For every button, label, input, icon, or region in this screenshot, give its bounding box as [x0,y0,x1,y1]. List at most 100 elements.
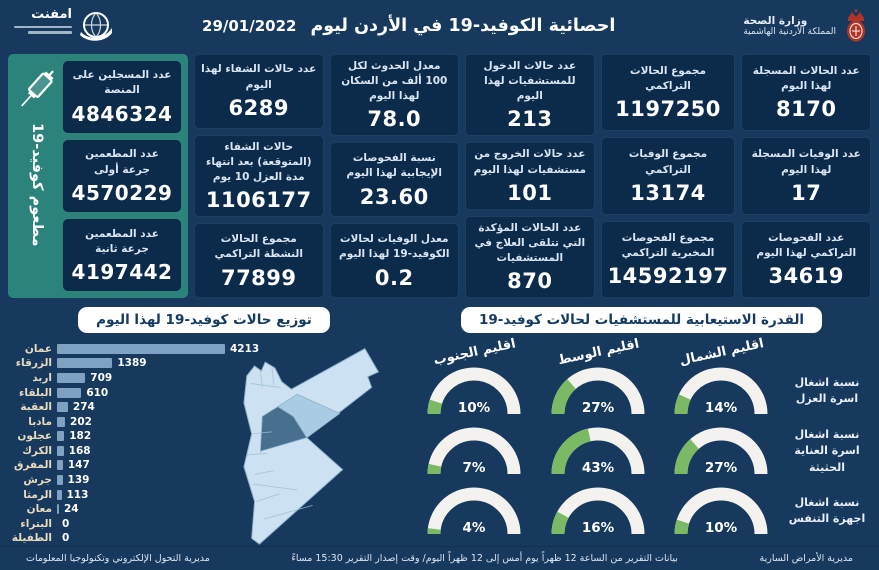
vaccination-card-label: عدد المسجلين على المنصة [72,69,172,97]
vaccination-card-value: 4570229 [71,180,173,205]
stat-card-label: عدد الوفيات المسجلة لهذا اليوم [751,148,861,176]
bar-row: الرمثا 113 [8,487,400,502]
stat-card-value: 1197250 [615,97,721,122]
footer: مديرية الأمراض السارية بيانات التقرير من… [0,545,879,570]
stat-card: معدل الحدوث لكل 100 ألف من السكان لهذا ا… [329,53,460,137]
stat-card-value: 6289 [228,95,289,120]
emphnet-tagline-bar [14,25,72,29]
gauge: 10% [674,487,768,536]
gauge: 7% [427,427,521,476]
bar [57,372,86,383]
bar [57,489,62,500]
bar-row: عمان 4213 [8,341,400,356]
gauge-cell: 7% [412,422,536,480]
bar-chart-title: توزيع حالات كوفيد-19 لهذا اليوم [78,307,330,334]
stat-card: نسبة الفحوصات الإيجابية لهذا اليوم 23.60 [329,142,460,218]
ministry-line1: وزارة الصحة [743,15,808,28]
report-date: 29/01/2022 [202,17,297,36]
stat-card-value: 1106177 [205,188,312,213]
bar [57,416,66,427]
bar-value: 113 [66,488,89,501]
stat-card-label: عدد حالات الخروج من مستشفيات لهذا اليوم [473,148,587,176]
bar-value: 0 [62,532,70,545]
bar-label: العقبة [20,401,52,414]
stat-column: عدد الحالات المسجلة لهذا اليوم 8170 عدد ال… [741,53,871,299]
gauge: 27% [551,367,645,416]
bar-value: 168 [68,444,91,457]
bar-label: اربد [32,371,52,384]
vaccination-card-label: عدد المطعمين جرعة ثانية [85,227,159,255]
bar [57,387,82,398]
stat-card: عدد حالات الدخول للمستشفيات لهذا اليوم 21… [465,53,595,137]
gauge-row-label: نسبة اشغال اسرة العناية الحثيثة [794,427,860,474]
stat-card-label: عدد الحالات المؤكدة التي تتلقى العلاج في… [474,221,586,265]
page-title: احصائية الكوفيد-19 في الأردن ليوم [310,16,616,37]
vaccination-card-value: 4846324 [71,101,173,126]
bar-value: 182 [69,430,92,443]
vaccination-card-value: 4197442 [71,260,173,285]
jordan-map [243,348,380,546]
royal-crest-icon [846,9,865,42]
ministry-text: وزارة الصحة المملكة الأردنية الهاشمية [743,15,836,37]
bar-value: 4213 [230,342,260,355]
bar [57,445,64,456]
stat-card: عدد الوفيات المسجلة لهذا اليوم 17 [741,137,871,215]
gauge: 27% [674,427,768,476]
bar [57,504,59,515]
bar-label: عجلون [17,430,52,443]
bar-label: البتراء [20,517,52,530]
gauge: 43% [551,427,645,476]
bar-label: الرمثا [23,488,52,501]
bottom-section: توزيع حالات كوفيد-19 لهذا اليوم عمان 4213… [0,303,879,546]
bar-row: البتراء 0 [8,517,400,532]
stat-card-value: 213 [507,107,553,132]
bar-value: 709 [90,371,113,384]
stats-section: عدد الحالات المسجلة لهذا اليوم 8170 عدد ال… [0,51,879,304]
stat-card: مجموع الوفيات التراكمي 13174 [600,137,736,215]
bar-row: العقبة 274 [8,400,400,415]
bar-value: 0 [62,517,70,530]
bar-row: الزرقاء 1389 [8,356,400,371]
svg-text:7%: 7% [462,460,485,476]
svg-text:4%: 4% [462,520,485,536]
bar-label: جرش [23,474,52,487]
bar-label: معان [26,503,52,516]
stat-card-value: 870 [507,269,553,294]
bar-row: مادبا 202 [8,414,400,429]
bar-label: عمان [24,342,52,355]
stat-card: عدد حالات الخروج من مستشفيات لهذا اليوم 1… [465,142,595,210]
bar-row: البلقاء 610 [8,385,400,400]
vaccination-cards: عدد المسجلين على المنصة 4846324 عدد المطعم… [63,60,181,292]
bar-row: عجلون 182 [8,429,400,444]
stat-card: عدد الحالات المسجلة لهذا اليوم 8170 [741,53,871,132]
stat-column: عدد حالات الدخول للمستشفيات لهذا اليوم 21… [465,53,595,299]
bar-value: 610 [86,386,109,399]
bar [57,460,63,471]
vaccination-vertical-label: مطعوم كوفيد-19 [29,122,45,247]
bar-value: 24 [64,503,79,516]
gauge: 10% [427,367,521,416]
stat-card: حالات الشفاء (المتوقعة) بعد انتهاء مدة ا… [193,134,324,218]
title-block: احصائية الكوفيد-19 في الأردن ليوم 29/01/… [202,16,615,36]
gauge-grid: اقليم الشمال اقليم الوسط اقليم الجنوب نسبة … [412,337,871,540]
bar-value: 1389 [117,357,147,370]
ministry-line2: المملكة الأردنية الهاشمية [743,27,836,38]
stat-card: مجموع الحالات النشطة التراكمي 77899 [193,223,324,299]
footer-left: مديرية التحول الإلكتروني وتكنولوجيا المع… [26,552,210,564]
bar-label: مادبا [28,415,52,428]
gauge-cell: 43% [536,422,660,480]
gauge-cell: 27% [659,422,783,480]
bar-label: المفرق [13,459,52,472]
stat-card-label: عدد الفحوصات التراكمي لهذا اليوم [756,231,857,260]
svg-text:27%: 27% [581,400,614,416]
stat-card-value: 101 [507,180,553,205]
bar-label: البلقاء [19,386,52,399]
svg-text:10%: 10% [705,520,738,536]
stat-card-label: حالات الشفاء (المتوقعة) بعد انتهاء مدة ا… [205,140,312,184]
bar [57,431,65,442]
stat-card-label: مجموع الوفيات التراكمي [628,148,708,176]
stat-column: مجموع الحالات التراكمي 1197250 مجموع الوفي… [600,53,736,299]
bar [57,475,63,486]
bar-row: الكرك 168 [8,444,400,459]
stat-card: مجموع الفحوصات المخبرية التراكمي 14592197 [600,220,736,299]
